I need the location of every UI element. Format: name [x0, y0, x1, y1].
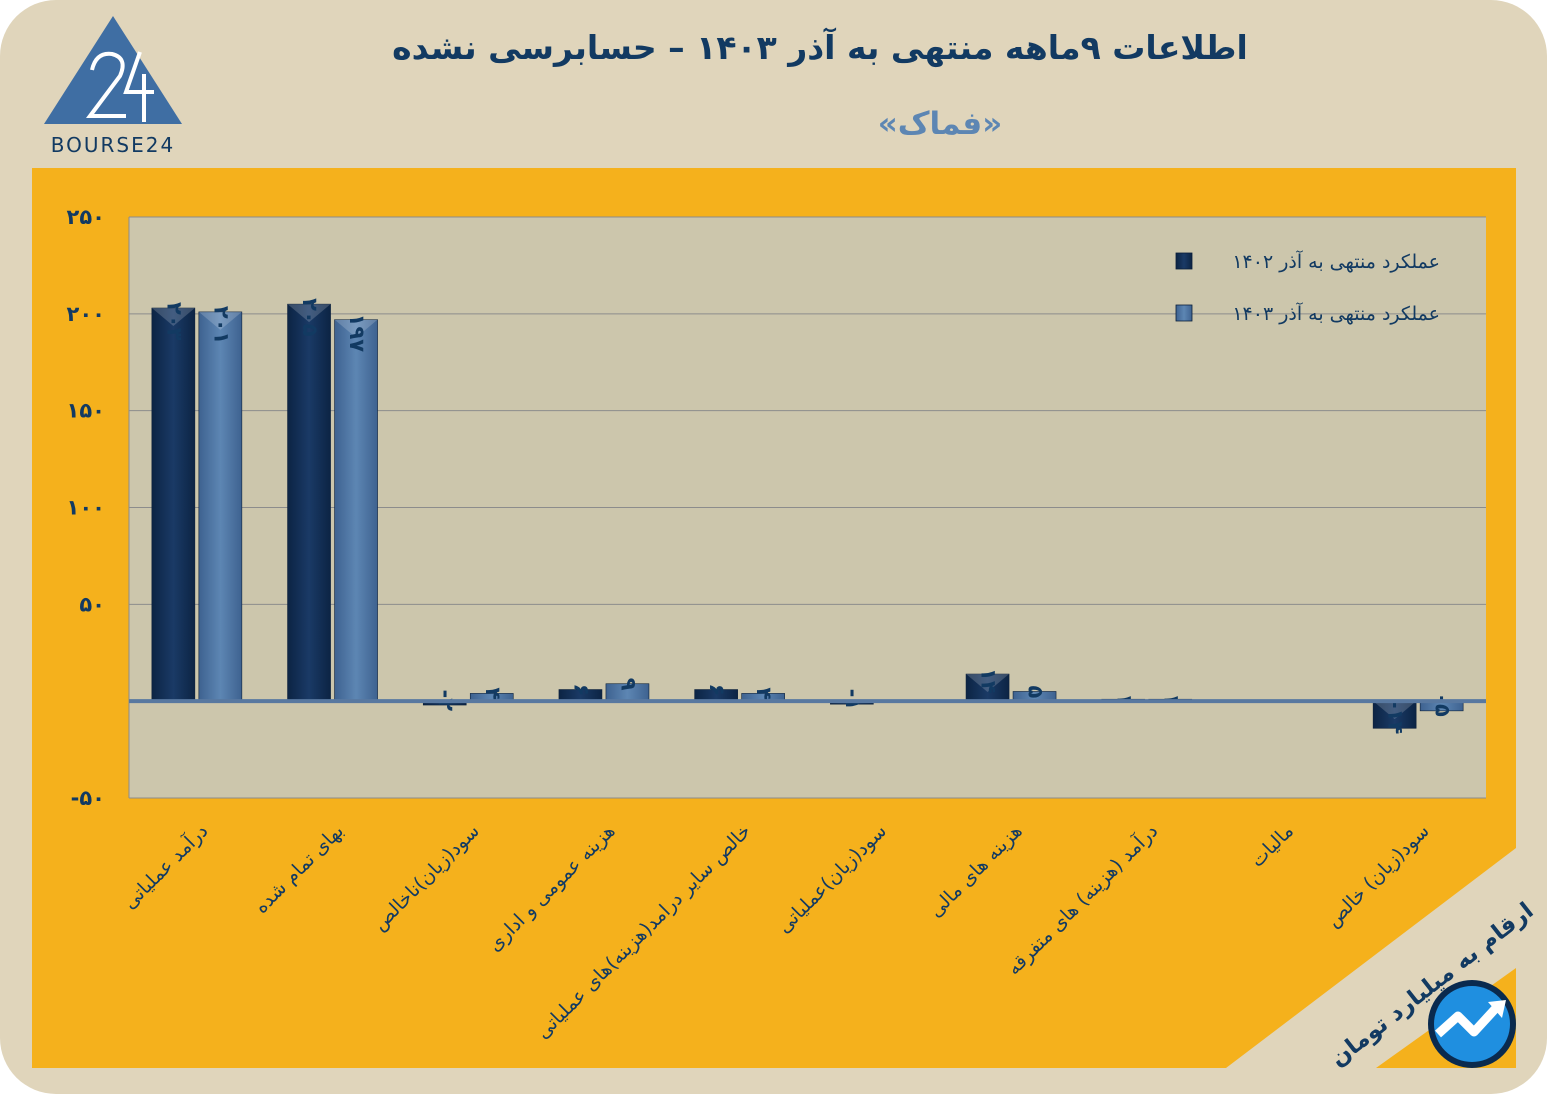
data-label: ۵	[1024, 685, 1048, 698]
page-title: اطلاعات ۹ماهه منتهی به آذر ۱۴۰۳ – حسابرس…	[392, 28, 1248, 67]
data-label: ۹	[616, 678, 640, 691]
bar-bevel	[334, 319, 378, 338]
data-label: -۵	[1431, 695, 1455, 717]
category-label: هزینه عمومی و اداری	[484, 820, 620, 956]
bar-bevel	[198, 311, 242, 330]
y-tick-label: -۵۰	[71, 786, 105, 810]
bar-bevel	[1373, 701, 1417, 720]
data-label: ۶	[569, 684, 593, 697]
bar-1403	[198, 311, 243, 702]
data-label: -۱۴	[1384, 700, 1408, 735]
y-tick-label: ۲۵۰	[67, 205, 105, 229]
category-label: درآمد عملیاتی	[117, 819, 212, 914]
bar-1402	[151, 307, 196, 702]
growth-chart-icon	[1428, 980, 1516, 1068]
legend-label-1403: عملکرد منتهی به آذر ۱۴۰۳	[1232, 301, 1440, 325]
category-label: درآمد (هزینه) های متفرقه	[1001, 819, 1162, 980]
chart-panel: ۲۵۰۲۰۰۱۵۰۱۰۰۵۰-۵۰۲۰۳۲۰۵-۲۶۶-۱۱۴۱-۱۴۲۰۱۱۹…	[32, 168, 1516, 1068]
bar-bevel	[151, 308, 195, 327]
legend-swatch-1402	[1175, 252, 1193, 270]
category-label: سود(زیان)عملیاتی	[773, 820, 891, 938]
y-tick-label: ۱۰۰	[67, 496, 105, 520]
bar-1403	[334, 319, 378, 702]
category-label: هزینه های مالی	[925, 820, 1027, 922]
data-label: ۲۰۵	[298, 298, 322, 337]
bar-chart: ۲۵۰۲۰۰۱۵۰۱۰۰۵۰-۵۰۲۰۳۲۰۵-۲۶۶-۱۱۴۱-۱۴۲۰۱۱۹…	[67, 205, 1486, 1043]
data-label: ۲۰۳	[162, 302, 186, 341]
data-label: ۴	[752, 687, 776, 700]
category-label: سود(زیان)ناخالص	[369, 820, 484, 935]
data-label: ۱۹۷	[345, 314, 369, 353]
legend-label-1402: عملکرد منتهی به آذر ۱۴۰۲	[1232, 249, 1440, 273]
bar-1402	[287, 303, 331, 702]
y-tick-label: ۵۰	[79, 592, 105, 616]
bar-bevel	[287, 304, 331, 323]
y-tick-label: ۱۵۰	[67, 399, 105, 423]
data-label: ۴	[481, 687, 505, 700]
data-label: ۶	[705, 684, 729, 697]
bar-bevel	[966, 674, 1010, 693]
bar-1402	[965, 673, 1010, 702]
y-tick-label: ۲۰۰	[67, 302, 105, 326]
data-label: ۲۰۱	[209, 306, 233, 344]
company-ticker: «فماک»	[877, 106, 1003, 142]
bourse24-logo: BOURSE24	[44, 16, 182, 157]
legend-swatch-1403	[1175, 304, 1193, 322]
logo-text: BOURSE24	[51, 133, 175, 157]
category-label: بهای تمام شده	[250, 820, 348, 918]
data-label: ۱۴	[977, 668, 1001, 694]
category-label: خالص سایر درامد(هزینه)های عملیاتی	[532, 820, 755, 1043]
bar-1402	[1372, 700, 1417, 729]
